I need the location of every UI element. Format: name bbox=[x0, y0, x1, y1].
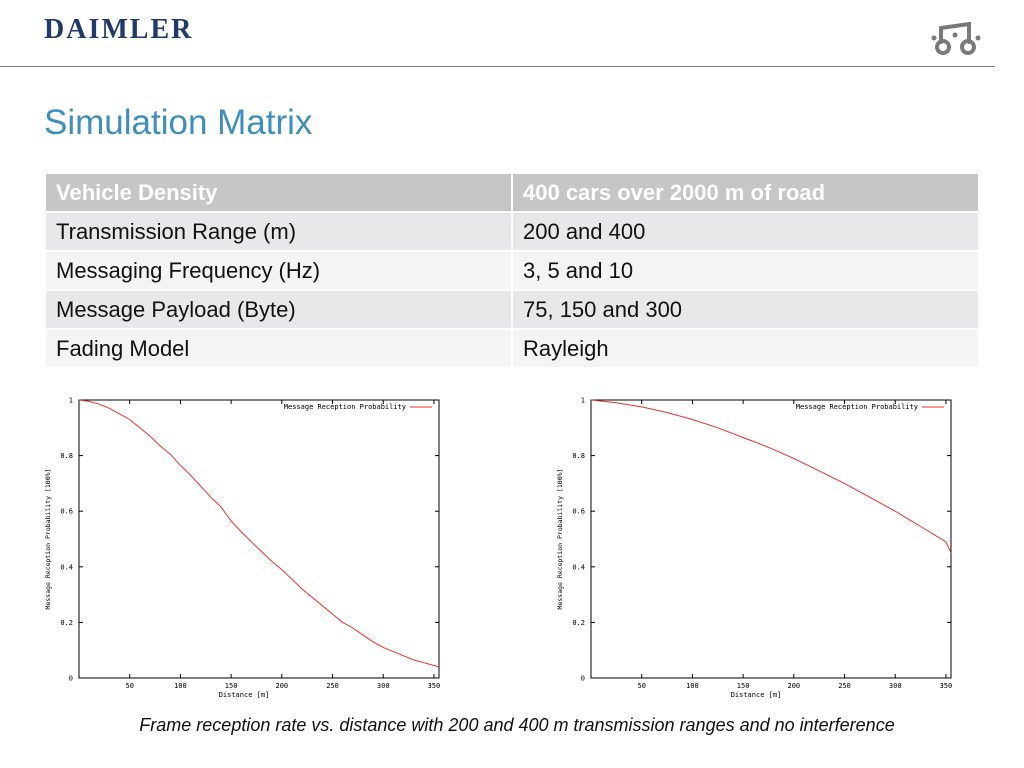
x-tick-label: 50 bbox=[637, 682, 645, 690]
y-tick-label: 0 bbox=[581, 675, 585, 683]
y-tick-label: 0.6 bbox=[572, 508, 585, 516]
x-tick-label: 100 bbox=[174, 682, 187, 690]
legend-label: Message Reception Probability bbox=[284, 403, 406, 411]
x-axis-label: Distance [m] bbox=[219, 691, 270, 699]
x-tick-label: 150 bbox=[225, 682, 238, 690]
x-tick-label: 250 bbox=[326, 682, 339, 690]
daimler-logo: DAIMLER bbox=[44, 14, 194, 45]
table-row: Messaging Frequency (Hz) 3, 5 and 10 bbox=[44, 250, 980, 291]
table-cell-value: Rayleigh bbox=[511, 328, 980, 369]
table-cell-parameter: Message Payload (Byte) bbox=[44, 289, 513, 330]
x-tick-label: 50 bbox=[125, 682, 133, 690]
figure-caption: Frame reception rate vs. distance with 2… bbox=[139, 715, 895, 735]
table-row: Fading Model Rayleigh bbox=[44, 328, 980, 369]
simulation-matrix-table: Vehicle Density 400 cars over 2000 m of … bbox=[44, 172, 980, 369]
x-tick-label: 200 bbox=[275, 682, 288, 690]
y-tick-label: 0.8 bbox=[572, 452, 585, 460]
table-cell-parameter: Fading Model bbox=[44, 328, 513, 369]
x-axis-label: Distance [m] bbox=[731, 691, 782, 699]
x-tick-label: 350 bbox=[940, 682, 953, 690]
reception-plot-400m: 50 100 150 200 250 300 350 0 0.2 0.4 0.6 0.8 1 Distan… bbox=[554, 393, 956, 708]
y-axis-label: Message Reception Probability [100%] bbox=[556, 469, 564, 610]
y-tick-label: 0.2 bbox=[60, 619, 73, 627]
x-tick-label: 200 bbox=[787, 682, 800, 690]
reception-plot-200m: 50 100 150 200 250 300 350 0 0.2 0.4 0.6 0.8 1 Distan… bbox=[42, 393, 444, 708]
plot-frame bbox=[78, 399, 440, 679]
y-tick-label: 0.4 bbox=[572, 563, 585, 571]
x-tick-label: 250 bbox=[838, 682, 851, 690]
y-tick-label: 1 bbox=[69, 397, 73, 405]
table-row: Transmission Range (m) 200 and 400 bbox=[44, 211, 980, 252]
series-line bbox=[590, 399, 952, 554]
daimler-car-icon bbox=[931, 20, 981, 63]
table-cell-value: 200 and 400 bbox=[511, 211, 980, 252]
x-tick-label: 350 bbox=[428, 682, 441, 690]
plot-frame bbox=[590, 399, 952, 679]
x-tick-label: 300 bbox=[377, 682, 390, 690]
table-cell-parameter: Messaging Frequency (Hz) bbox=[44, 250, 513, 291]
y-tick-label: 0 bbox=[69, 675, 73, 683]
table-cell-value: 3, 5 and 10 bbox=[511, 250, 980, 291]
series-line bbox=[78, 399, 440, 668]
y-axis-label: Message Reception Probability [100%] bbox=[44, 469, 52, 610]
table-cell-parameter: Transmission Range (m) bbox=[44, 211, 513, 252]
table-cell-value: 75, 150 and 300 bbox=[511, 289, 980, 330]
x-tick-label: 150 bbox=[737, 682, 750, 690]
y-tick-label: 1 bbox=[581, 397, 585, 405]
table-header-cell: Vehicle Density bbox=[44, 172, 513, 213]
x-tick-label: 300 bbox=[889, 682, 902, 690]
legend-label: Message Reception Probability bbox=[796, 403, 918, 411]
x-tick-label: 100 bbox=[686, 682, 699, 690]
header-divider bbox=[0, 66, 995, 67]
y-tick-label: 0.6 bbox=[60, 508, 73, 516]
y-tick-label: 0.4 bbox=[60, 563, 73, 571]
slide-title: Simulation Matrix bbox=[44, 103, 313, 143]
table-header-row: Vehicle Density 400 cars over 2000 m of … bbox=[44, 172, 980, 213]
y-tick-label: 0.8 bbox=[60, 452, 73, 460]
table-row: Message Payload (Byte) 75, 150 and 300 bbox=[44, 289, 980, 330]
y-tick-label: 0.2 bbox=[572, 619, 585, 627]
table-header-cell: 400 cars over 2000 m of road bbox=[511, 172, 980, 213]
